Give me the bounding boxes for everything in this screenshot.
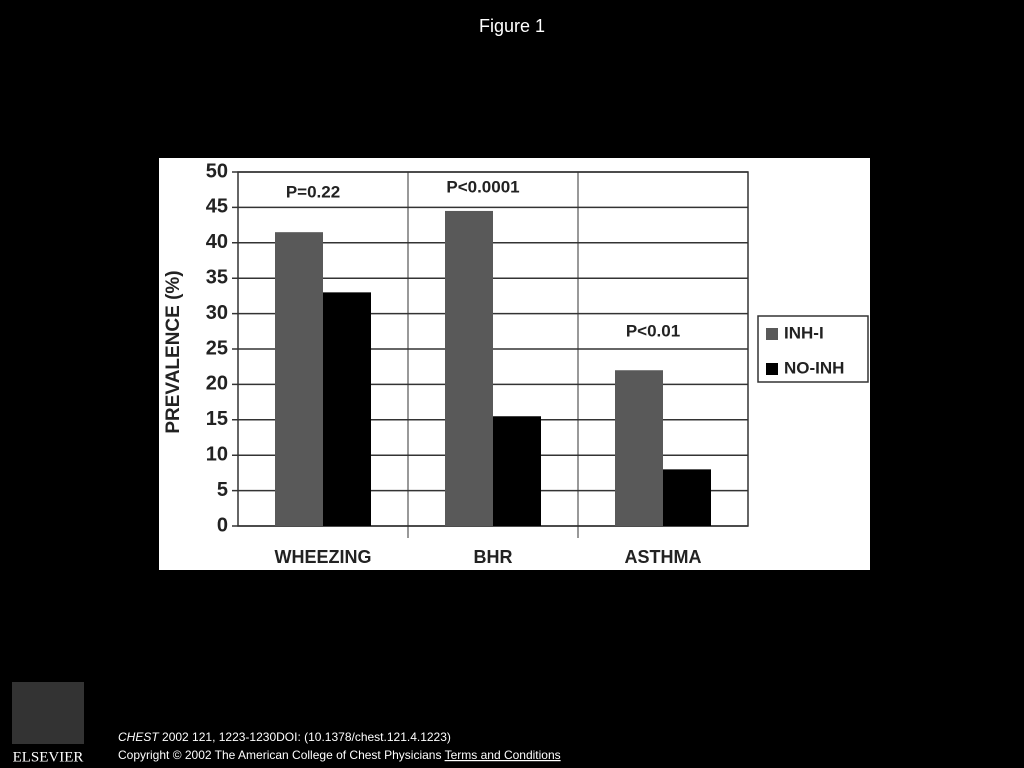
citation-text: 2002 121, 1223-1230DOI: (10.1378/chest.1…	[162, 730, 451, 744]
x-tick-label: WHEEZING	[275, 547, 372, 567]
y-tick-label: 40	[206, 231, 228, 253]
y-axis-label: PREVALENCE (%)	[163, 270, 184, 433]
y-tick-label: 30	[206, 302, 228, 324]
logo-tree	[12, 682, 84, 744]
y-tick-label: 20	[206, 373, 228, 395]
x-tick-label: BHR	[474, 547, 513, 567]
legend-label: INH-I	[784, 323, 824, 342]
y-tick-label: 50	[206, 160, 228, 182]
logo-text: ELSEVIER	[13, 749, 84, 765]
x-tick-label: ASTHMA	[625, 547, 702, 567]
bar	[323, 292, 371, 526]
copyright: Copyright © 2002 The American College of…	[118, 748, 441, 762]
annotation: P=0.22	[286, 182, 340, 201]
y-tick-label: 15	[206, 408, 228, 430]
bar	[615, 370, 663, 526]
y-tick-label: 10	[206, 443, 228, 465]
legend-swatch	[766, 363, 778, 375]
journal: CHEST	[118, 730, 160, 744]
copyright-line: Copyright © 2002 The American College of…	[118, 748, 561, 762]
bar	[493, 416, 541, 526]
legend-swatch	[766, 328, 778, 340]
y-tick-label: 45	[206, 196, 228, 218]
legend-label: NO-INH	[784, 358, 844, 377]
citation: CHEST 2002 121, 1223-1230DOI: (10.1378/c…	[118, 730, 451, 744]
y-tick-label: 0	[217, 514, 228, 536]
bar	[275, 232, 323, 526]
annotation: P<0.0001	[446, 177, 519, 196]
bar	[663, 469, 711, 526]
annotation: P<0.01	[626, 321, 680, 340]
slide-title: Figure 1	[479, 16, 545, 36]
y-tick-label: 35	[206, 266, 228, 288]
y-tick-label: 25	[206, 337, 228, 359]
bar	[445, 210, 493, 526]
logo: ELSEVIER	[12, 682, 84, 765]
terms-link[interactable]: Terms and Conditions	[445, 748, 561, 762]
y-tick-label: 5	[217, 479, 228, 501]
